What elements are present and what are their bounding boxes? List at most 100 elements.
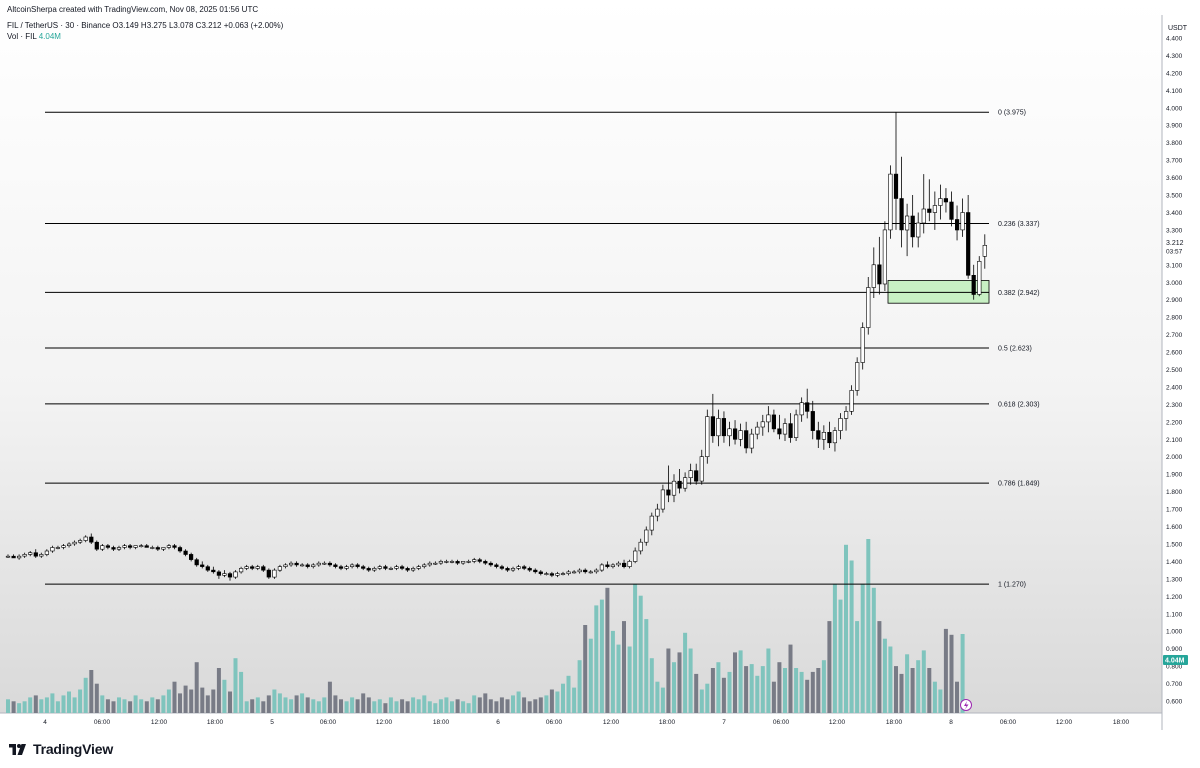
candle[interactable] (916, 212, 921, 248)
candle[interactable] (50, 545, 55, 553)
candle[interactable] (866, 277, 871, 335)
candle[interactable] (810, 400, 815, 440)
candle[interactable] (133, 545, 138, 550)
candle[interactable] (599, 563, 604, 572)
candle[interactable] (33, 549, 38, 558)
candle[interactable] (205, 564, 210, 572)
candle[interactable] (977, 256, 982, 297)
candle[interactable] (694, 463, 699, 485)
candle[interactable] (22, 552, 27, 558)
candle[interactable] (94, 540, 99, 552)
candle[interactable] (460, 561, 466, 565)
candle[interactable] (505, 566, 510, 572)
candle[interactable] (488, 561, 493, 567)
candle[interactable] (710, 393, 715, 443)
candle[interactable] (533, 568, 538, 574)
candle[interactable] (144, 544, 149, 548)
candle[interactable] (28, 551, 33, 557)
candle[interactable] (383, 564, 388, 571)
candle[interactable] (677, 469, 682, 494)
candle[interactable] (893, 112, 899, 230)
candle[interactable] (627, 559, 632, 569)
candle[interactable] (305, 563, 310, 569)
candle[interactable] (788, 413, 793, 443)
candle[interactable] (527, 566, 532, 572)
candle[interactable] (294, 561, 299, 567)
candle[interactable] (466, 559, 471, 564)
candle[interactable] (860, 322, 865, 370)
candle[interactable] (233, 570, 238, 579)
candle[interactable] (544, 571, 549, 576)
candle[interactable] (333, 563, 338, 569)
candle[interactable] (372, 566, 377, 572)
candle[interactable] (299, 563, 305, 567)
candle[interactable] (244, 564, 249, 571)
candle[interactable] (211, 566, 216, 574)
candle[interactable] (577, 568, 582, 574)
candle[interactable] (494, 563, 499, 569)
candle[interactable] (111, 545, 116, 551)
candle[interactable] (721, 411, 726, 443)
candle[interactable] (277, 564, 283, 572)
candle[interactable] (838, 413, 843, 440)
candle[interactable] (438, 559, 444, 565)
candle[interactable] (261, 564, 266, 572)
candle[interactable] (771, 409, 776, 433)
candle[interactable] (250, 564, 255, 571)
candle[interactable] (11, 554, 16, 559)
candle[interactable] (394, 564, 399, 571)
candle[interactable] (83, 535, 88, 543)
candle[interactable] (272, 568, 277, 579)
candle[interactable] (616, 561, 621, 567)
candle[interactable] (105, 544, 110, 550)
candle[interactable] (938, 184, 943, 220)
candle[interactable] (344, 564, 349, 571)
candle[interactable] (960, 198, 965, 237)
candle[interactable] (449, 559, 455, 564)
candle[interactable] (288, 561, 294, 567)
candle[interactable] (361, 564, 366, 571)
candle[interactable] (827, 421, 832, 448)
candle[interactable] (316, 561, 321, 567)
candle[interactable] (738, 423, 743, 447)
candle[interactable] (821, 425, 826, 450)
candle[interactable] (200, 561, 205, 569)
candle[interactable] (516, 564, 521, 571)
candle[interactable] (921, 174, 926, 234)
candle[interactable] (555, 571, 560, 578)
candle[interactable] (55, 545, 60, 550)
candle[interactable] (166, 544, 172, 550)
candle[interactable] (499, 564, 505, 571)
candle[interactable] (566, 570, 571, 576)
candle[interactable] (832, 427, 837, 452)
candle[interactable] (266, 568, 271, 579)
candle[interactable] (455, 559, 460, 565)
candle[interactable] (649, 512, 654, 536)
candle[interactable] (444, 559, 449, 564)
candle[interactable] (422, 563, 427, 569)
candle[interactable] (744, 421, 749, 454)
candle[interactable] (522, 564, 527, 571)
candle[interactable] (128, 544, 133, 550)
candle[interactable] (727, 421, 732, 447)
candle[interactable] (433, 561, 438, 565)
candle[interactable] (227, 571, 233, 581)
candle[interactable] (732, 420, 738, 445)
candle[interactable] (139, 544, 144, 548)
candle[interactable] (621, 559, 627, 569)
candle[interactable] (882, 221, 887, 291)
candle[interactable] (311, 563, 316, 569)
candle[interactable] (971, 264, 976, 300)
candle[interactable] (688, 463, 693, 485)
candle[interactable] (904, 203, 910, 257)
candle[interactable] (194, 557, 199, 567)
candle[interactable] (583, 568, 588, 574)
candle[interactable] (610, 563, 615, 569)
candle[interactable] (39, 552, 44, 558)
candle[interactable] (755, 421, 760, 440)
candle[interactable] (172, 544, 177, 550)
candle[interactable] (855, 357, 860, 396)
candle[interactable] (927, 179, 932, 222)
candle[interactable] (805, 388, 810, 419)
